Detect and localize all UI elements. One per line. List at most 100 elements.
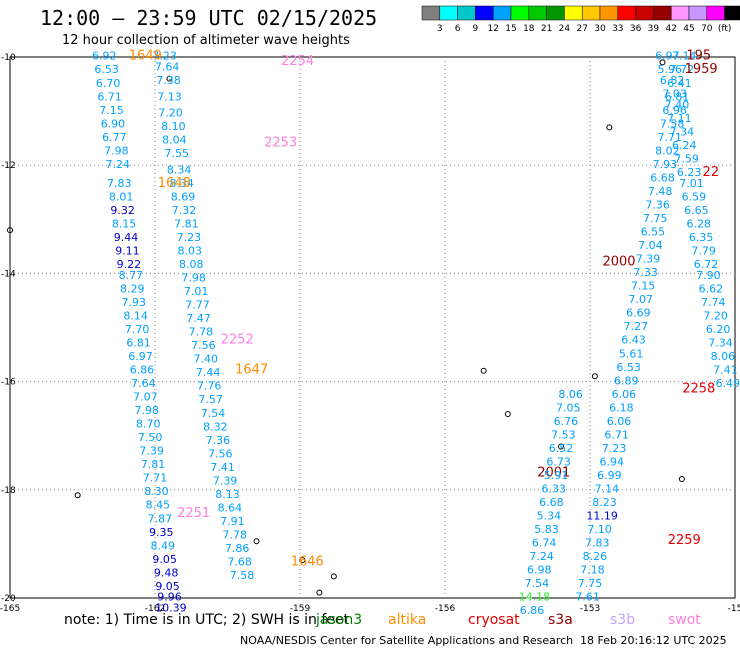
colorbar-label: 33 — [612, 24, 623, 34]
swh-value: 7.53 — [551, 428, 576, 441]
swh-value: 7.15 — [99, 104, 124, 117]
swh-value: 7.38 — [156, 74, 181, 87]
colorbar-label: 70 — [701, 24, 713, 34]
island-outline — [166, 75, 173, 82]
mission-jason3: jason3 — [316, 612, 363, 628]
swh-value: 6.43 — [621, 334, 646, 347]
swh-value: 7.36 — [206, 434, 231, 447]
colorbar-label: 36 — [630, 24, 642, 34]
swh-value: 9.32 — [110, 204, 135, 217]
track-time-label: 1646 — [291, 555, 324, 570]
track-time-label: 2000 — [602, 254, 635, 269]
track-time-label: 1959 — [685, 62, 718, 77]
track-time-label: 2253 — [264, 135, 297, 150]
swh-value: 6.23 — [677, 166, 702, 179]
colorbar-swatch — [581, 5, 601, 21]
colorbar-swatch — [439, 5, 458, 21]
colorbar-label: 45 — [683, 24, 694, 34]
swh-value: 6.70 — [96, 77, 121, 90]
swh-value: 7.64 — [131, 377, 156, 390]
swh-value: 7.40 — [665, 98, 690, 111]
swh-value: 8.02 — [655, 144, 680, 157]
swh-value: 8.03 — [178, 244, 203, 257]
colorbar-swatch — [564, 5, 583, 21]
swh-value: 7.11 — [667, 112, 692, 125]
swh-value: 9.44 — [114, 231, 139, 244]
swh-value: 6.98 — [527, 564, 552, 577]
swh-value: 6.86 — [130, 363, 155, 376]
timestamp-text: 18 Feb 20:16:12 UTC 2025 — [580, 634, 727, 647]
swh-value: 7.23 — [602, 442, 627, 455]
swh-value: 5.83 — [534, 523, 559, 536]
swh-value: 7.34 — [708, 336, 733, 349]
swh-value: 7.48 — [648, 185, 673, 198]
mission-s3a: s3a — [548, 612, 573, 628]
swh-value: 6.72 — [694, 258, 719, 271]
colorbar-label: 27 — [576, 24, 587, 34]
island-outline — [591, 373, 598, 380]
swh-value: 6.35 — [689, 231, 714, 244]
island-outline — [74, 492, 81, 499]
swh-value: 8.04 — [162, 134, 187, 147]
swh-value: 7.71 — [658, 131, 683, 144]
x-tick-label: -153 — [580, 604, 600, 614]
swh-value: 7.33 — [633, 266, 658, 279]
colorbar-swatch — [688, 5, 708, 21]
colorbar-swatch — [724, 5, 740, 21]
swh-value: 8.77 — [119, 269, 144, 282]
swh-value: 11.19 — [586, 510, 618, 523]
swh-value: 6.20 — [706, 323, 731, 336]
swh-value: 7.24 — [106, 158, 131, 171]
colorbar-swatch — [599, 5, 619, 21]
swh-value: 8.49 — [150, 539, 175, 552]
swh-value: 7.47 — [186, 312, 211, 325]
swh-value: 7.78 — [189, 326, 214, 339]
swh-value: 7.98 — [181, 272, 206, 285]
swh-value: 6.53 — [94, 63, 119, 76]
swh-value: 7.54 — [525, 577, 550, 590]
swh-value: 6.41 — [667, 77, 692, 90]
colorbar-swatch — [528, 5, 547, 21]
swh-value: 14.18 — [519, 591, 551, 604]
swh-value: 6.68 — [650, 171, 675, 184]
swh-value: 5.61 — [619, 347, 644, 360]
swh-value: 7.41 — [713, 363, 738, 376]
colorbar-swatch — [670, 5, 690, 21]
swh-value: 7.39 — [213, 474, 238, 487]
swh-value: 6.69 — [626, 307, 651, 320]
swh-value: 7.36 — [645, 198, 670, 211]
swh-value: 7.86 — [225, 542, 250, 555]
swh-value: 7.07 — [629, 293, 654, 306]
swh-value: 6.97 — [655, 50, 680, 63]
swh-value: 7.01 — [184, 285, 209, 298]
colorbar-swatch — [653, 5, 672, 21]
swh-value: 6.99 — [597, 469, 622, 482]
swh-value: 7.91 — [220, 515, 245, 528]
swh-value: 7.24 — [529, 550, 554, 563]
swh-value: 6.53 — [616, 361, 641, 374]
track-time-label: 22 — [703, 165, 720, 180]
swh-value: 6.55 — [641, 226, 666, 239]
swh-value: 7.14 — [595, 483, 620, 496]
colorbar-swatch — [617, 5, 636, 21]
y-tick-label: -10 — [1, 53, 16, 63]
island-outline — [253, 538, 260, 545]
swh-value: 7.81 — [174, 217, 199, 230]
swh-value: 6.86 — [520, 604, 545, 617]
island-outline — [330, 573, 337, 580]
swh-value: 7.93 — [653, 158, 678, 171]
colorbar-label: 18 — [523, 24, 535, 34]
colorbar-label: 3 — [437, 24, 443, 34]
swh-value: 6.73 — [546, 455, 571, 468]
swh-value: 8.14 — [123, 309, 148, 322]
swh-value: 7.75 — [578, 577, 603, 590]
swh-value: 6.90 — [101, 117, 126, 130]
island-outline — [504, 411, 511, 418]
swh-value: 7.98 — [104, 144, 129, 157]
colorbar-swatch — [492, 5, 512, 21]
swh-value: 7.75 — [643, 212, 668, 225]
swh-value: 8.70 — [136, 418, 161, 431]
swh-value: 7.03 — [662, 88, 687, 101]
swh-value: 7.57 — [198, 393, 223, 406]
